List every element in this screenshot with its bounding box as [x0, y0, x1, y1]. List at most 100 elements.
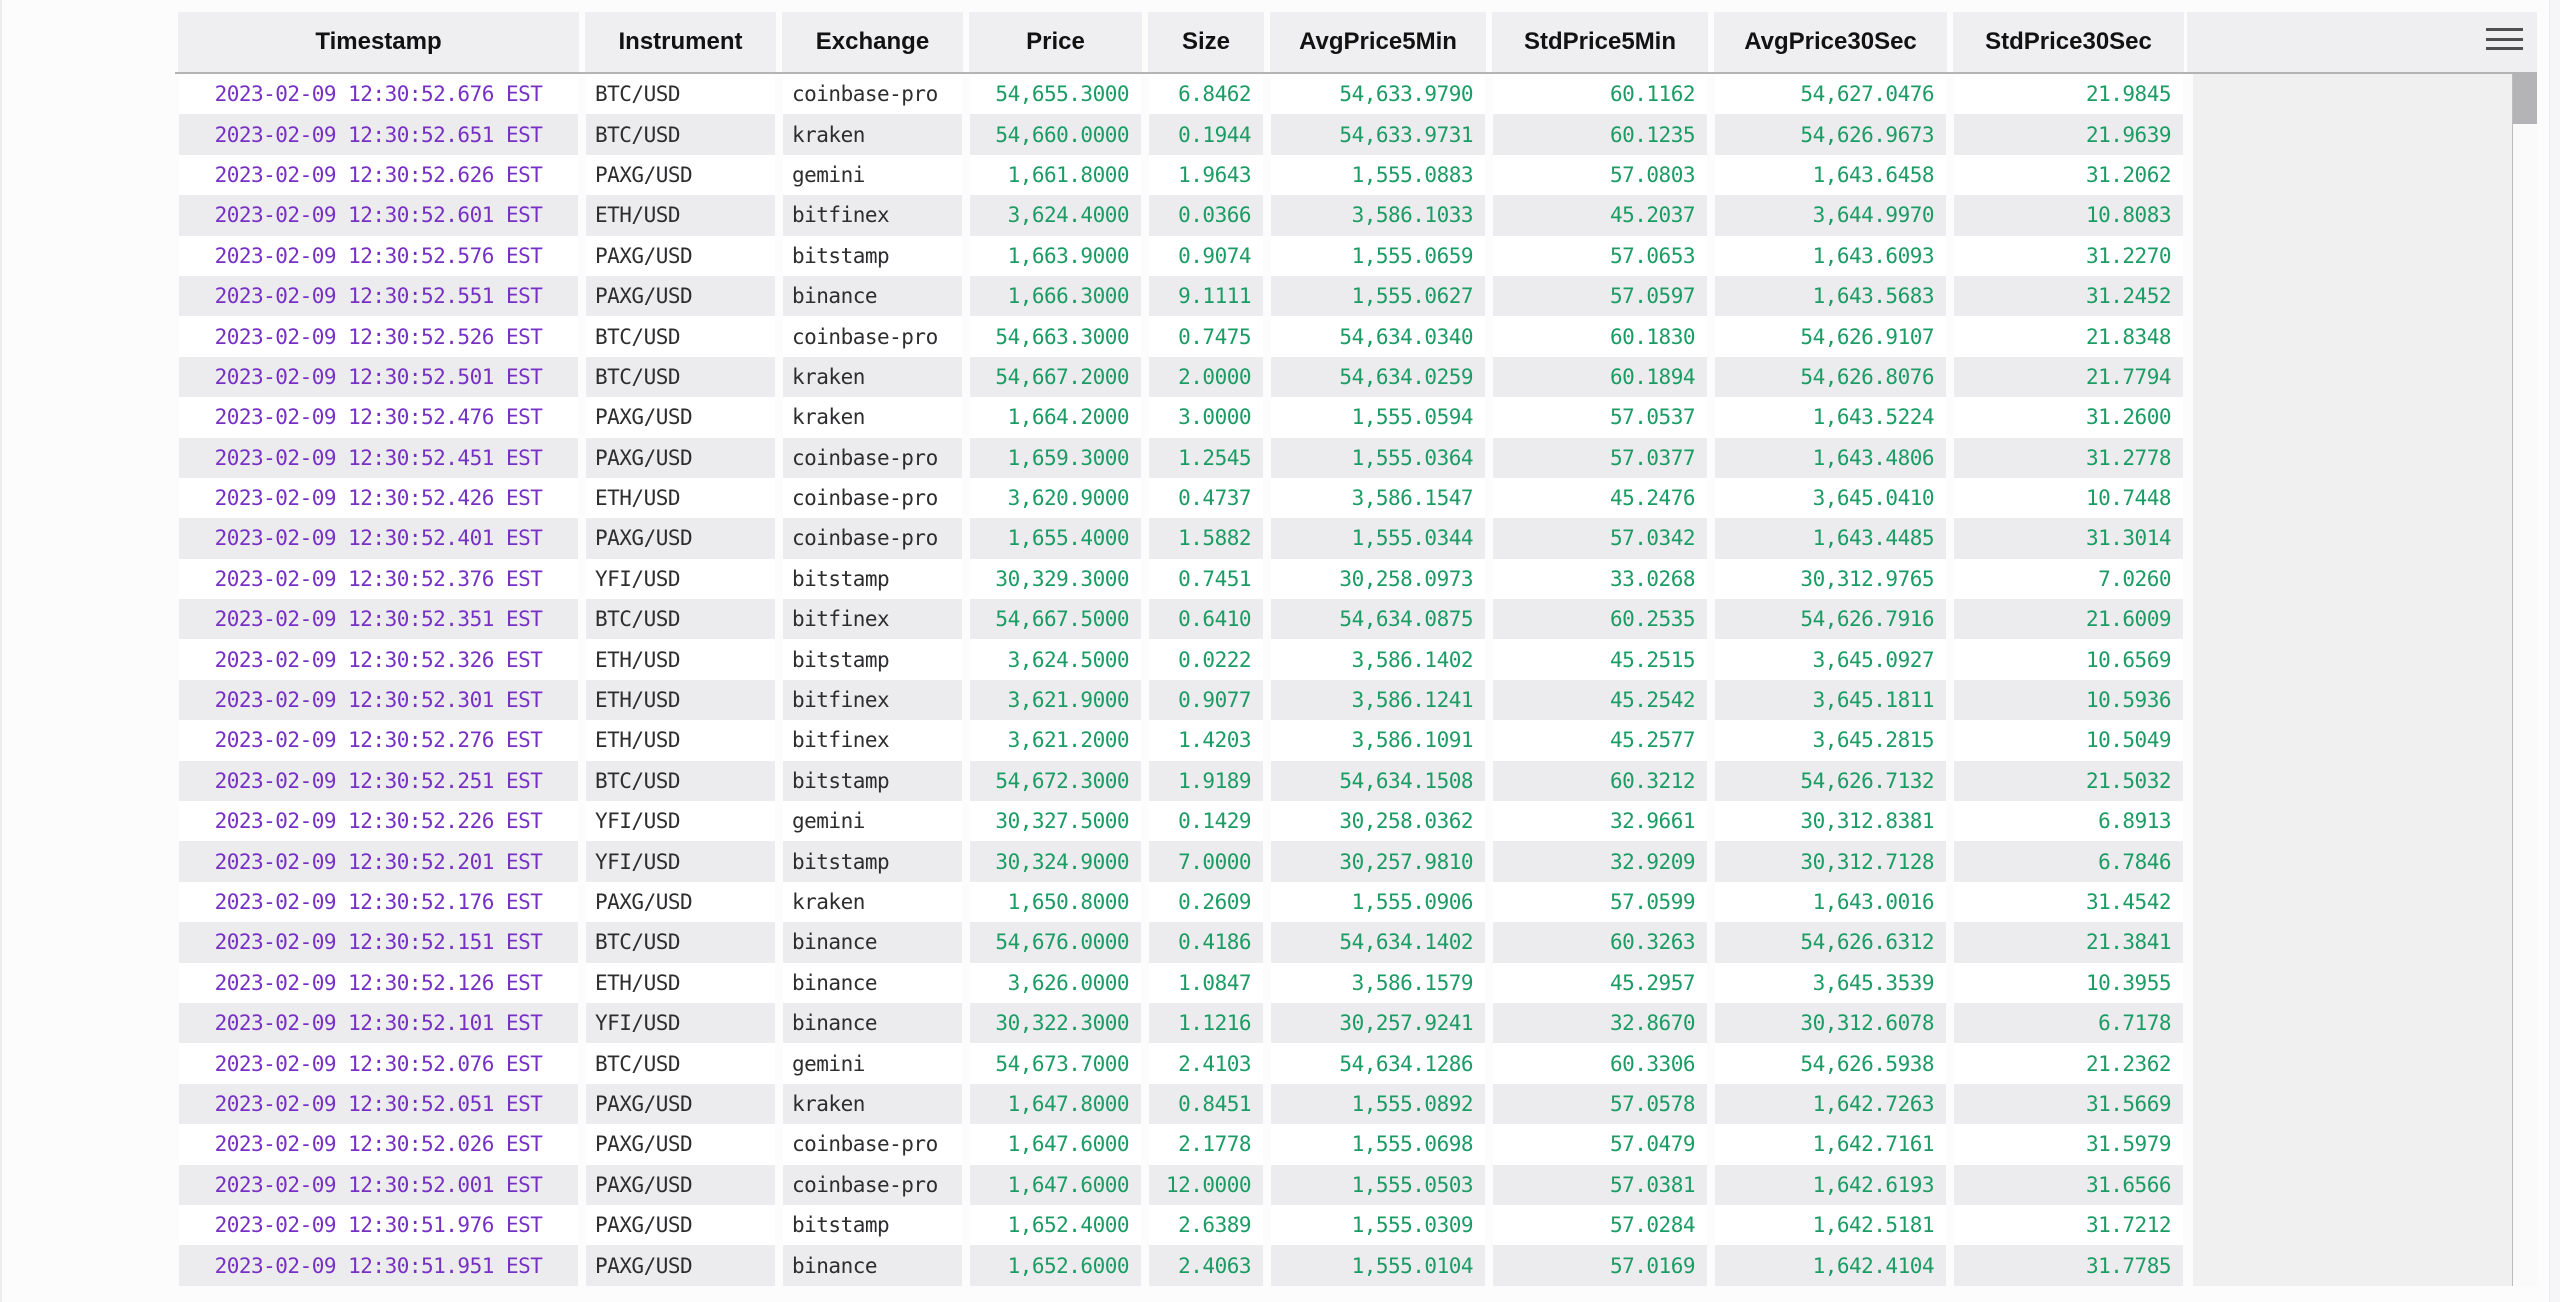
table-cell: binance	[779, 962, 966, 1003]
cell-value: 60.1162	[1609, 82, 1696, 107]
table-cell: ETH/USD	[582, 639, 779, 680]
cell-value: YFI/USD	[595, 1011, 681, 1036]
table-cell: 1,664.2000	[966, 397, 1145, 438]
table-cell: BTC/USD	[582, 599, 779, 640]
cell-value: 32.8670	[1609, 1011, 1696, 1036]
table-cell: 3,586.1091	[1267, 720, 1489, 761]
cell-value: 1,643.0016	[1812, 890, 1935, 914]
cell-value: 1,555.0503	[1351, 1172, 1474, 1197]
cell-value: YFI/USD	[595, 849, 681, 874]
cell-value: kraken	[792, 1091, 865, 1116]
column-header-label: Size	[1181, 28, 1231, 55]
column-header-stdprice30sec[interactable]: StdPrice30Sec	[1950, 12, 2187, 72]
cell-value: 3,645.0927	[1812, 647, 1935, 672]
table-cell: 3,621.2000	[966, 720, 1145, 761]
table-cell: 2023-02-09 12:30:52.676 EST	[175, 74, 582, 115]
table-cell: 0.7451	[1145, 558, 1267, 600]
cell-value: 1,642.6193	[1812, 1172, 1935, 1197]
cell-value: 1,650.8000	[1007, 890, 1130, 914]
table-cell: 2023-02-09 12:30:52.276 EST	[175, 720, 582, 761]
scrollbar-thumb[interactable]	[2513, 74, 2537, 124]
vertical-scrollbar[interactable]	[2512, 74, 2537, 1286]
cell-value: 10.5049	[2085, 728, 2172, 753]
cell-value: ETH/USD	[595, 688, 681, 713]
cell-value: PAXG/USD	[595, 1091, 693, 1116]
cell-value: 2.4063	[1178, 1253, 1251, 1278]
cell-value: 3,586.1033	[1351, 203, 1474, 228]
cell-value: 1.2545	[1178, 445, 1251, 470]
cell-value: 0.2609	[1178, 890, 1251, 914]
column-header-label: Instrument	[618, 28, 743, 55]
table-cell: 0.9074	[1145, 235, 1267, 276]
cell-value: 54,626.6312	[1800, 930, 1934, 955]
table-cell: coinbase-pro	[779, 437, 966, 478]
cell-value: 21.5032	[2085, 768, 2172, 793]
cell-value: 32.9661	[1609, 809, 1696, 834]
table-cell: 2023-02-09 12:30:52.251 EST	[175, 760, 582, 802]
cell-value: 57.0381	[1609, 1172, 1696, 1197]
table-cell: 0.4737	[1145, 477, 1267, 519]
table-cell: 1,555.0344	[1267, 518, 1489, 559]
table-cell: 1,643.4485	[1711, 518, 1950, 559]
cell-value: 3,586.1402	[1351, 647, 1474, 672]
table-cell: ETH/USD	[582, 720, 779, 761]
table-cell: 1,666.3000	[966, 275, 1145, 317]
cell-value: 1,643.4806	[1812, 445, 1935, 470]
table-cell: 54,655.3000	[966, 74, 1145, 115]
cell-value: BTC/USD	[595, 324, 681, 349]
table-cell: 2023-02-09 12:30:52.076 EST	[175, 1043, 582, 1084]
cell-value: coinbase-pro	[792, 526, 938, 551]
table-cell: 54,626.8076	[1711, 356, 1950, 398]
table-cell: 1.5882	[1145, 518, 1267, 559]
cell-value: ETH/USD	[595, 970, 681, 995]
cell-value: 2023-02-09 12:30:52.176 EST	[214, 890, 543, 914]
table-cell: bitfinex	[779, 195, 966, 236]
cell-value: 2.0000	[1178, 364, 1251, 389]
table-cell: bitstamp	[779, 639, 966, 680]
table-cell: 54,673.7000	[966, 1043, 1145, 1084]
cell-value: 6.8913	[2098, 809, 2171, 834]
table-cell: kraken	[779, 881, 966, 923]
column-header-avgprice30sec[interactable]: AvgPrice30Sec	[1711, 12, 1950, 72]
table-cell: 1,555.0659	[1267, 235, 1489, 276]
table-cell: 1,661.8000	[966, 154, 1145, 196]
table-cell: coinbase-pro	[779, 316, 966, 357]
cell-value: 30,258.0973	[1339, 566, 1473, 591]
cell-value: BTC/USD	[595, 607, 681, 632]
cell-value: bitfinex	[792, 688, 890, 713]
config-menu-button[interactable]	[2486, 28, 2523, 50]
column-header-timestamp[interactable]: Timestamp	[175, 12, 582, 72]
column-header-price[interactable]: Price	[966, 12, 1145, 72]
table-cell: 2023-02-09 12:30:52.201 EST	[175, 841, 582, 882]
table-cell: 57.0578	[1489, 1083, 1711, 1125]
cell-value: 2023-02-09 12:30:52.476 EST	[214, 405, 543, 430]
table-cell: 30,324.9000	[966, 841, 1145, 882]
table-cell: 60.2535	[1489, 599, 1711, 640]
table-cell: ETH/USD	[582, 679, 779, 721]
table-cell: bitstamp	[779, 1204, 966, 1246]
table-cell: 2023-02-09 12:30:52.651 EST	[175, 114, 582, 155]
cell-value: PAXG/USD	[595, 526, 693, 551]
table-cell: 2023-02-09 12:30:52.451 EST	[175, 437, 582, 478]
cell-value: 2023-02-09 12:30:52.051 EST	[214, 1091, 543, 1116]
cell-value: 21.2362	[2085, 1051, 2172, 1076]
table-cell: gemini	[779, 801, 966, 842]
cell-value: 2023-02-09 12:30:52.076 EST	[214, 1051, 543, 1076]
table-cell: 1,555.0364	[1267, 437, 1489, 478]
cell-value: 21.9845	[2085, 82, 2172, 107]
table-row: 2023-02-09 12:30:52.351 EST BTC/USD bitfin…	[175, 599, 2187, 640]
column-header-avgprice5min[interactable]: AvgPrice5Min	[1267, 12, 1489, 72]
column-header-stdprice5min[interactable]: StdPrice5Min	[1489, 12, 1711, 72]
column-header-size[interactable]: Size	[1145, 12, 1267, 72]
table-cell: 3,645.0410	[1711, 477, 1950, 519]
cell-value: 0.0366	[1178, 203, 1251, 228]
cell-value: coinbase-pro	[792, 445, 938, 470]
table-cell: 21.3841	[1950, 922, 2187, 963]
table-cell: 2023-02-09 12:30:52.551 EST	[175, 275, 582, 317]
cell-value: 1,647.8000	[1007, 1091, 1130, 1116]
left-edge-divider	[0, 0, 2, 1302]
table-cell: 0.1429	[1145, 801, 1267, 842]
column-header-instrument[interactable]: Instrument	[582, 12, 779, 72]
table-cell: PAXG/USD	[582, 1083, 779, 1125]
column-header-exchange[interactable]: Exchange	[779, 12, 966, 72]
